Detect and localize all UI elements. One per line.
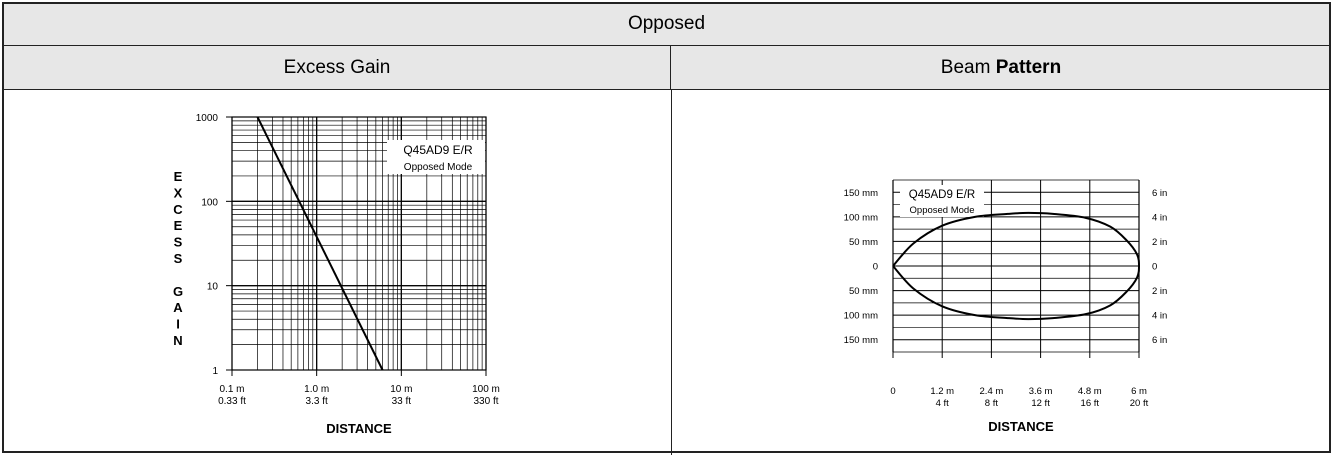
gain-x-tick-label-ft: 0.33 ft — [218, 396, 246, 407]
gain-x-tick-label-m: 100 m — [472, 384, 500, 395]
gain-y-axis-letter: N — [173, 333, 182, 348]
beam-legend-subtitle: Opposed Mode — [910, 205, 975, 216]
excess-gain-chart: 1000 100 10 10.1 m0.33 ft 1.0 m3.3 ft 10 m33 … — [173, 113, 500, 436]
beam-x-tick-label-m: 1.2 m — [930, 386, 954, 397]
beam-x-axis-label: DISTANCE — [988, 419, 1054, 434]
beam-x-tick-label-ft: 8 ft — [985, 398, 999, 409]
gain-x-tick-label-m: 0.1 m — [219, 384, 244, 395]
gain-y-axis-letter: S — [174, 251, 183, 266]
gain-legend-title: Q45AD9 E/R — [403, 143, 473, 157]
beam-pattern-header: Beam Pattern — [671, 46, 1331, 89]
beam-y-tick-label-right: 4 in — [1152, 311, 1167, 322]
beam-y-tick-label-left: 50 mm — [849, 237, 878, 248]
gain-y-tick-label: 10 — [207, 282, 219, 293]
gain-x-tick-label-ft: 330 ft — [473, 396, 498, 407]
gain-series-line — [256, 116, 384, 371]
beam-pattern-chart: 150 mm 6 in 100 mm 4 in 50 mm 2 in 0 0 50 mm 2 in… — [844, 179, 1167, 434]
beam-y-tick-label-left: 50 mm — [849, 286, 878, 297]
gain-y-axis-letter: E — [174, 169, 183, 184]
beam-x-tick-label-ft: 4 ft — [936, 398, 950, 409]
beam-x-tick-label-ft: 12 ft — [1031, 398, 1050, 409]
gain-y-axis-letter: C — [173, 202, 183, 217]
beam-x-tick-label-m: 4.8 m — [1078, 386, 1102, 397]
gain-y-axis-letter: G — [173, 284, 183, 299]
beam-series-curve — [892, 211, 1140, 321]
beam-y-tick-label-right: 2 in — [1152, 286, 1167, 297]
column-divider — [671, 90, 672, 455]
beam-legend-title: Q45AD9 E/R — [909, 189, 975, 201]
gain-x-tick-label-ft: 33 ft — [392, 396, 412, 407]
excess-gain-header: Excess Gain — [4, 46, 671, 89]
beam-x-tick-label-m: 6 m — [1131, 386, 1147, 397]
beam-y-tick-label-left: 0 — [873, 262, 878, 273]
beam-legend-box — [900, 185, 984, 217]
beam-y-tick-label-left: 150 mm — [844, 188, 878, 199]
beam-y-tick-label-right: 0 — [1152, 262, 1157, 273]
beam-x-tick-label-m: 0 — [890, 386, 895, 397]
beam-y-tick-label-right: 6 in — [1152, 335, 1167, 346]
beam-x-tick-label-ft: 16 ft — [1081, 398, 1100, 409]
beam-y-tick-label-right: 4 in — [1152, 212, 1167, 223]
table-title: Opposed — [4, 4, 1329, 46]
gain-y-axis-letter: S — [174, 235, 183, 250]
table-subheader-row: Excess Gain Beam Pattern — [4, 46, 1329, 90]
beam-y-tick-label-right: 2 in — [1152, 237, 1167, 248]
gain-x-tick-label-m: 10 m — [390, 384, 412, 395]
gain-legend-subtitle: Opposed Mode — [404, 162, 473, 173]
gain-y-tick-label: 1000 — [196, 113, 219, 124]
gain-y-axis-letter: I — [176, 317, 180, 332]
beam-y-tick-label-left: 100 mm — [844, 212, 878, 223]
gain-legend-box — [387, 140, 485, 174]
gain-x-tick-label-m: 1.0 m — [304, 384, 329, 395]
beam-pattern-header-bold: Pattern — [995, 57, 1062, 78]
beam-x-tick-label-m: 2.4 m — [980, 386, 1004, 397]
gain-y-axis-letter: A — [173, 300, 183, 315]
gain-legend: Q45AD9 E/R Opposed Mode — [387, 140, 485, 174]
gain-x-tick-label-ft: 3.3 ft — [306, 396, 328, 407]
beam-y-tick-label-left: 100 mm — [844, 311, 878, 322]
beam-x-tick-label-m: 3.6 m — [1029, 386, 1053, 397]
gain-y-tick-label: 1 — [212, 366, 218, 377]
beam-y-tick-label-left: 150 mm — [844, 335, 878, 346]
gain-plot-frame — [231, 116, 487, 371]
gain-x-axis-label: DISTANCE — [326, 421, 392, 436]
gain-y-axis-letter: E — [174, 218, 183, 233]
gain-y-axis-letter: X — [174, 185, 183, 200]
beam-x-tick-label-ft: 20 ft — [1130, 398, 1149, 409]
gain-y-tick-label: 100 — [201, 197, 218, 208]
beam-legend: Q45AD9 E/R Opposed Mode — [900, 185, 984, 217]
beam-y-tick-label-right: 6 in — [1152, 188, 1167, 199]
beam-pattern-header-plain: Beam — [940, 57, 996, 78]
